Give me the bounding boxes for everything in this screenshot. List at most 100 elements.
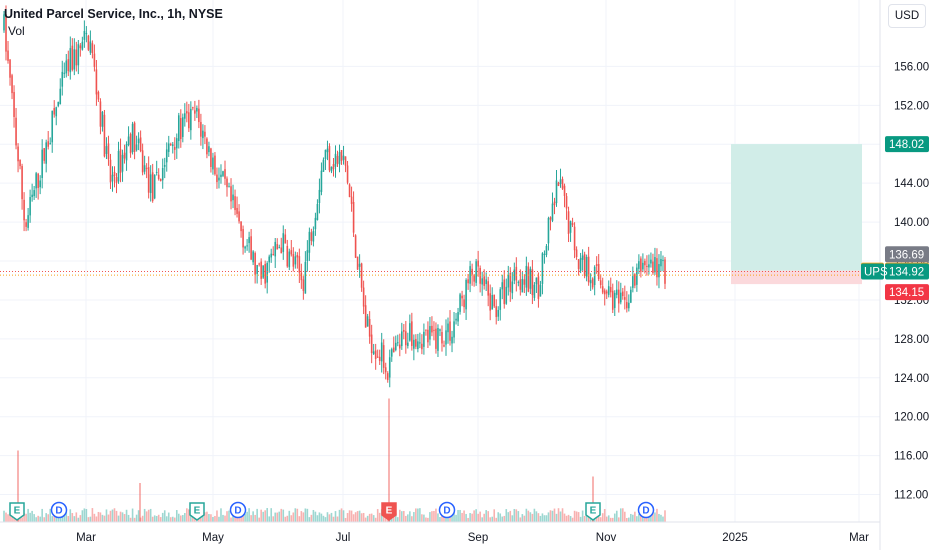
volume-bar [348, 510, 351, 522]
candle-body [451, 336, 453, 344]
candle-body [73, 49, 76, 70]
volume-bar [354, 512, 357, 522]
current-price-tag-bg [885, 263, 929, 280]
candle-body [483, 276, 485, 286]
volume-bar [378, 512, 381, 522]
candle-body [615, 289, 618, 295]
candle-body [519, 279, 522, 290]
stop-price-tag: 134.15 [885, 284, 929, 301]
volume-spike [17, 450, 19, 522]
volume-bar [495, 517, 498, 522]
candle-body [157, 174, 160, 179]
candle-body [485, 279, 487, 285]
volume-bar [192, 516, 194, 522]
volume-bar [97, 511, 100, 522]
volume-bar [646, 516, 648, 522]
volume-bar [212, 517, 214, 522]
candle-body [5, 14, 7, 52]
currency-button[interactable]: USD [888, 4, 926, 28]
volume-bar [346, 513, 349, 522]
candle-body [163, 164, 166, 167]
candle-body [260, 261, 262, 279]
candle-body [300, 272, 303, 281]
candle-body [288, 251, 291, 268]
volume-bar [242, 513, 244, 522]
volume-bar [314, 511, 317, 522]
volume-bar [232, 512, 234, 522]
volume-bar [358, 510, 361, 522]
volume-bar [461, 512, 463, 522]
volume-bar [318, 512, 321, 522]
earnings-marker[interactable]: E [381, 502, 397, 521]
volume-bar [161, 512, 164, 522]
position-tool[interactable] [731, 144, 862, 285]
y-tick-label: 152.00 [894, 100, 929, 112]
volume-bar [246, 511, 248, 522]
volume-bar [308, 517, 311, 522]
volume-bar [561, 508, 564, 522]
volume-bar [638, 514, 640, 522]
earnings-marker[interactable]: E [585, 502, 601, 521]
candle-body [83, 31, 86, 40]
candle-body [384, 367, 387, 373]
volume-bar [555, 513, 558, 522]
dividend-marker[interactable]: D [637, 501, 655, 519]
volume-bar [362, 512, 365, 522]
volume-bar [290, 515, 293, 522]
volume-bar [115, 510, 118, 522]
volume-bar [180, 515, 182, 522]
candle-body [609, 287, 612, 293]
candle-body [107, 143, 110, 160]
volume-bar [471, 513, 473, 522]
candle-body [549, 217, 552, 220]
candle-body [101, 111, 104, 127]
volume-bar [413, 512, 415, 522]
volume-bar [607, 515, 610, 522]
candle-body [636, 267, 638, 285]
candle-body [234, 196, 236, 211]
volume-bar [583, 515, 586, 522]
candle-body [135, 144, 138, 151]
candle-body [240, 221, 242, 232]
candle-body [457, 312, 459, 322]
volume-bar [186, 508, 188, 522]
candle-body [499, 289, 502, 310]
candle-body [415, 339, 417, 347]
time-axis[interactable]: Mar May Jul Sep Nov 2025 Mar [0, 521, 880, 544]
candle-body [79, 45, 82, 49]
volume-bar [328, 514, 331, 522]
last-price-tag-bg [885, 246, 929, 263]
dividend-marker[interactable]: D [438, 501, 456, 519]
last-price-tag-text: 136.69 [889, 249, 924, 261]
earnings-marker[interactable]: E [9, 502, 25, 521]
candle-body [69, 48, 72, 73]
stop-price-tag-bg [885, 284, 929, 301]
current-price-tag: 134.92 [885, 263, 929, 280]
earnings-marker[interactable]: E [189, 502, 205, 521]
candle-body [557, 182, 560, 186]
candle-body [175, 138, 178, 149]
candle-body [71, 45, 74, 70]
candle-body [642, 262, 644, 270]
volume-bar [587, 515, 590, 522]
dividend-marker[interactable]: D [229, 501, 247, 519]
candle-body [302, 279, 305, 291]
volume-bar [7, 514, 9, 522]
volume-bar [340, 508, 343, 522]
dividend-circle [637, 501, 655, 519]
candle-body [646, 265, 648, 267]
candle-body [165, 149, 168, 163]
volume-bar [519, 517, 522, 522]
dividend-marker[interactable]: D [50, 501, 68, 519]
candle-body [318, 189, 321, 204]
candle-body [232, 194, 234, 201]
candle-body [348, 184, 351, 197]
volume-bar [332, 516, 335, 522]
candle-body [358, 263, 361, 267]
volume-bar [143, 508, 146, 522]
event-label: D [443, 506, 450, 517]
volume-bar [222, 514, 224, 522]
candle-body [567, 211, 570, 234]
